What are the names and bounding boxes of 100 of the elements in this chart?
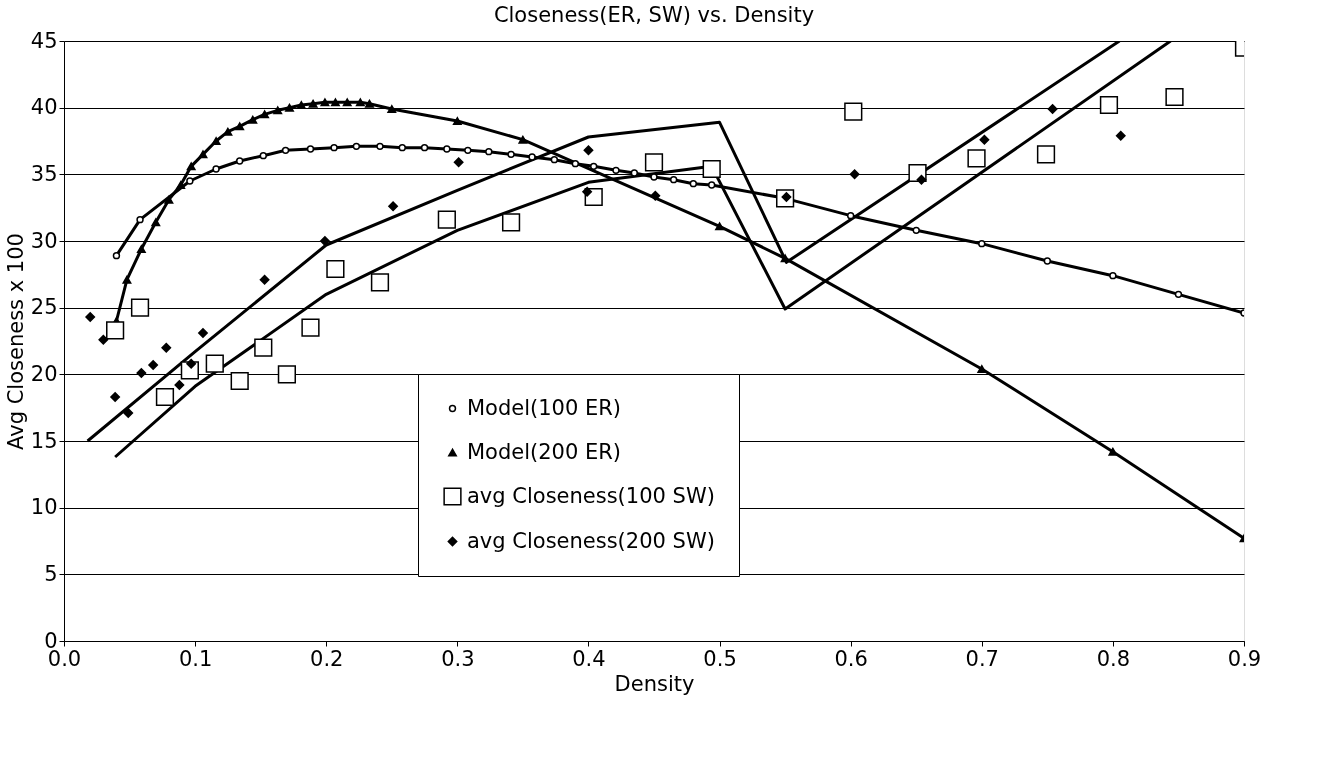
point — [106, 321, 125, 340]
point — [277, 365, 296, 384]
x-tick-label: 0.3 — [441, 646, 475, 671]
point — [230, 371, 249, 391]
point — [979, 134, 990, 145]
point — [388, 201, 399, 212]
point — [123, 408, 134, 418]
point — [365, 99, 374, 108]
point — [198, 328, 208, 338]
point — [130, 298, 150, 317]
point — [285, 103, 294, 112]
point — [352, 142, 361, 151]
point — [485, 147, 493, 156]
point — [550, 155, 559, 164]
x-tick-label: 0.2 — [310, 646, 344, 671]
point — [112, 251, 121, 260]
point — [1174, 290, 1183, 299]
point — [235, 122, 245, 131]
point — [110, 392, 121, 402]
point — [715, 222, 725, 231]
legend-label: Model(100 ER) — [467, 395, 622, 420]
y-tick-label: 35 — [30, 161, 58, 186]
point — [186, 358, 197, 369]
point — [320, 98, 330, 107]
point — [916, 174, 927, 185]
point — [136, 245, 146, 253]
point — [707, 181, 716, 189]
y-tick-label: 40 — [30, 95, 58, 120]
x-axis-title: Density — [614, 671, 695, 696]
point — [464, 146, 472, 155]
point — [1115, 130, 1126, 141]
point — [453, 157, 464, 168]
point — [1165, 87, 1184, 107]
point — [528, 153, 536, 161]
point — [254, 338, 273, 357]
x-tick-label: 0.5 — [703, 646, 737, 671]
point — [273, 106, 283, 115]
y-tick-label: 45 — [30, 28, 58, 53]
point — [702, 159, 721, 179]
point — [689, 179, 698, 188]
point — [211, 137, 221, 145]
point — [844, 102, 863, 121]
point — [452, 117, 462, 125]
point — [650, 190, 661, 201]
point — [136, 215, 144, 224]
y-tick-label: 10 — [30, 495, 58, 520]
point — [85, 312, 96, 322]
chart-title: Closeness(ER, SW) vs. Density — [493, 3, 815, 27]
y-axis-title: Avg Closeness x 100 — [3, 233, 28, 450]
point — [630, 169, 639, 177]
point — [155, 387, 175, 407]
point — [330, 143, 338, 152]
point — [164, 195, 174, 204]
point — [376, 142, 384, 151]
point — [849, 169, 860, 180]
x-tick-label: 0.7 — [965, 646, 999, 671]
point — [259, 151, 267, 160]
x-tick-label: 0.4 — [572, 646, 606, 671]
point — [846, 211, 855, 220]
point — [669, 175, 678, 184]
point — [582, 186, 593, 197]
point — [212, 165, 220, 173]
y-tick-label: 30 — [30, 228, 58, 253]
point — [98, 334, 109, 345]
legend-label: avg Closeness(200 SW) — [467, 528, 715, 553]
x-tick-label: 0.9 — [1227, 646, 1262, 671]
point — [281, 146, 290, 155]
point — [186, 177, 194, 185]
point — [296, 101, 306, 109]
point — [259, 274, 270, 285]
point — [1099, 95, 1119, 115]
point — [644, 153, 664, 172]
point — [977, 365, 987, 373]
point — [161, 342, 172, 353]
point — [912, 226, 920, 235]
point — [1047, 104, 1058, 114]
point — [355, 98, 365, 107]
point — [235, 157, 244, 165]
point — [308, 99, 318, 108]
point — [612, 166, 620, 175]
point — [223, 127, 233, 136]
point — [151, 218, 161, 227]
point — [260, 110, 270, 119]
y-tick-label: 25 — [30, 295, 58, 320]
point — [387, 105, 397, 113]
y-tick-label: 15 — [30, 428, 58, 453]
point — [501, 213, 521, 232]
point — [589, 162, 598, 171]
point — [650, 173, 658, 181]
y-tick-label: 20 — [30, 361, 58, 386]
point — [326, 259, 345, 279]
point — [571, 159, 580, 168]
y-tick-label: 5 — [44, 561, 58, 586]
x-tick-label: 0.1 — [178, 646, 213, 671]
legend-label: Model(200 ER) — [467, 439, 622, 464]
point — [198, 150, 208, 159]
point — [1036, 145, 1056, 164]
point — [398, 143, 406, 152]
point — [248, 115, 258, 124]
point — [1108, 447, 1118, 456]
